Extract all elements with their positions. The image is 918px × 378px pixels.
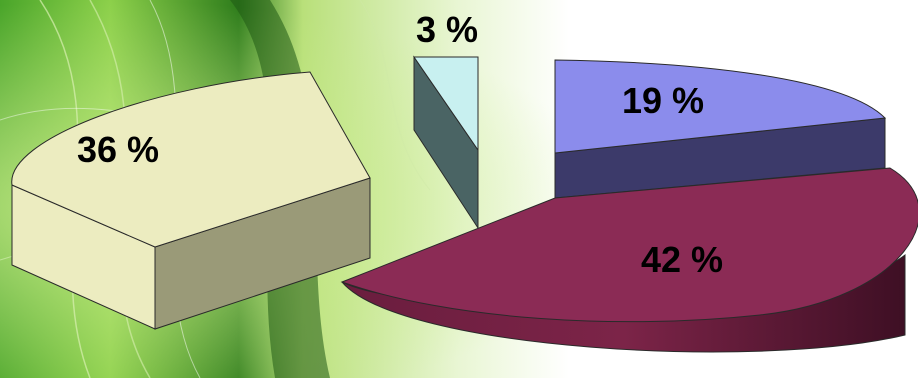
- pie-slice-36-top: [11, 71, 371, 248]
- data-label-42: 42 %: [641, 239, 723, 280]
- pie-slice-3: [413, 55, 479, 230]
- pie-slice-19: [554, 59, 887, 199]
- data-label-3: 3 %: [416, 9, 478, 50]
- pie-slice-36: [11, 71, 371, 330]
- data-label-36: 36 %: [77, 129, 159, 170]
- pie-slice-42: [340, 167, 918, 353]
- pie-slice-42-top: [340, 167, 918, 323]
- data-label-19: 19 %: [622, 80, 704, 121]
- pie-slice-19-top: [554, 59, 887, 154]
- pie-slice-3-top: [413, 56, 479, 152]
